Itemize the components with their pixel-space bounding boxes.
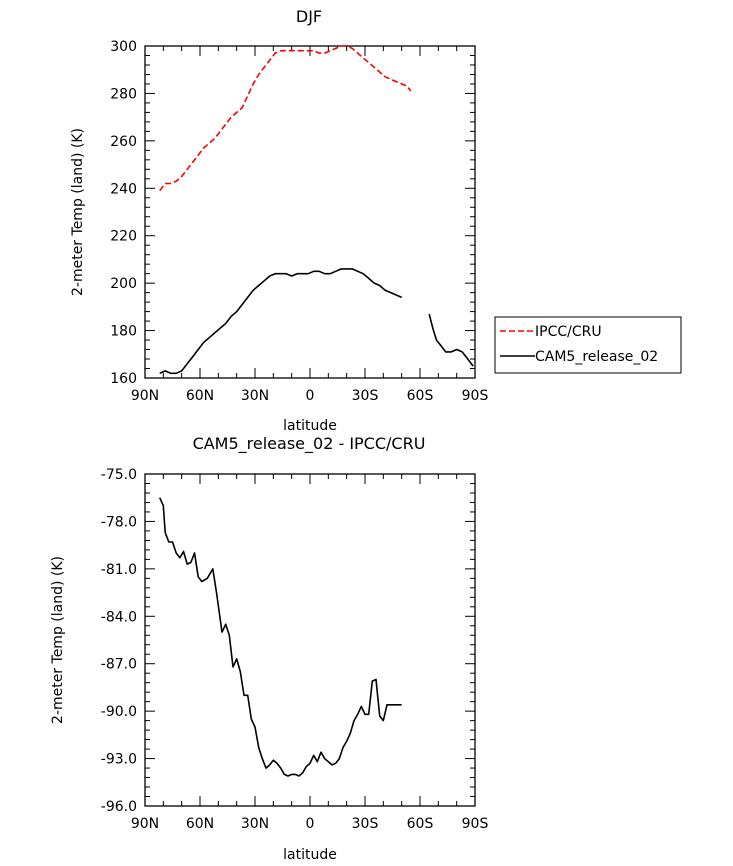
y-tick-label: 180 bbox=[110, 324, 137, 340]
x-tick-label: 60N bbox=[186, 816, 214, 832]
y-tick-label: 160 bbox=[110, 371, 137, 387]
series-line-top-0 bbox=[159, 45, 412, 192]
x-tick-label: 30S bbox=[352, 816, 379, 832]
y-tick-label: 300 bbox=[110, 39, 137, 55]
x-tick-label: 30N bbox=[241, 388, 269, 404]
y-tick-label: -84.0 bbox=[101, 609, 137, 625]
panel-bottom-series bbox=[158, 497, 402, 777]
y-tick-label: -75.0 bbox=[101, 467, 137, 483]
x-tick-label: 60S bbox=[407, 388, 434, 404]
y-axis-label-bottom: 2-meter Temp (land) (K) bbox=[50, 556, 66, 724]
panel-top: DJF 90N 60N 30N 0 30S 60S 90S 160 180 200 220 240 26… bbox=[70, 7, 488, 434]
y-tick-label: -96.0 bbox=[101, 799, 137, 815]
legend-label-ipcc: IPCC/CRU bbox=[535, 324, 602, 340]
x-tick-label: 30S bbox=[352, 388, 379, 404]
y-tick-label: 200 bbox=[110, 276, 137, 292]
chart-title-djf: DJF bbox=[296, 7, 322, 26]
y-tick-label: -81.0 bbox=[101, 562, 137, 578]
y-tick-label: -90.0 bbox=[101, 704, 137, 720]
x-tick-label: 60S bbox=[407, 816, 434, 832]
panel-bottom-ticks: 90N 60N 30N 0 30S 60S 90S -96.0 -93.0 -90.0 -87.0 -… bbox=[101, 467, 489, 832]
y-tick-label: -87.0 bbox=[101, 657, 137, 673]
legend-label-cam5: CAM5_release_02 bbox=[535, 349, 658, 365]
legend: IPCC/CRU CAM5_release_02 bbox=[494, 316, 682, 374]
plot-frame-top bbox=[144, 45, 476, 379]
x-tick-label: 0 bbox=[306, 388, 315, 404]
x-tick-label: 90N bbox=[131, 816, 159, 832]
series-line-bottom-0 bbox=[158, 497, 402, 777]
x-axis-label-top: latitude bbox=[283, 418, 337, 434]
x-tick-label: 0 bbox=[306, 816, 315, 832]
series-line-top-1 bbox=[159, 268, 474, 375]
y-tick-label: 240 bbox=[110, 181, 137, 197]
x-tick-label: 90N bbox=[131, 388, 159, 404]
x-tick-label: 30N bbox=[241, 816, 269, 832]
panel-bottom: CAM5_release_02 - IPCC/CRU 90N 60N 30N 0 30S… bbox=[50, 434, 488, 863]
chart-title-difference: CAM5_release_02 - IPCC/CRU bbox=[193, 434, 426, 454]
x-axis-label-bottom: latitude bbox=[283, 847, 337, 863]
plot-frame-bottom bbox=[144, 473, 476, 807]
y-tick-label: -93.0 bbox=[101, 752, 137, 768]
panel-top-ticks: 90N 60N 30N 0 30S 60S 90S 160 180 200 220 240 260 280… bbox=[110, 39, 488, 404]
y-axis-label-top: 2-meter Temp (land) (K) bbox=[70, 128, 86, 296]
y-tick-label: -78.0 bbox=[101, 514, 137, 530]
panel-top-series bbox=[159, 45, 474, 375]
y-tick-label: 260 bbox=[110, 134, 137, 150]
x-tick-label: 90S bbox=[462, 816, 489, 832]
y-tick-label: 280 bbox=[110, 86, 137, 102]
x-tick-label: 90S bbox=[462, 388, 489, 404]
legend-box bbox=[494, 316, 682, 374]
x-tick-label: 60N bbox=[186, 388, 214, 404]
y-tick-label: 220 bbox=[110, 229, 137, 245]
